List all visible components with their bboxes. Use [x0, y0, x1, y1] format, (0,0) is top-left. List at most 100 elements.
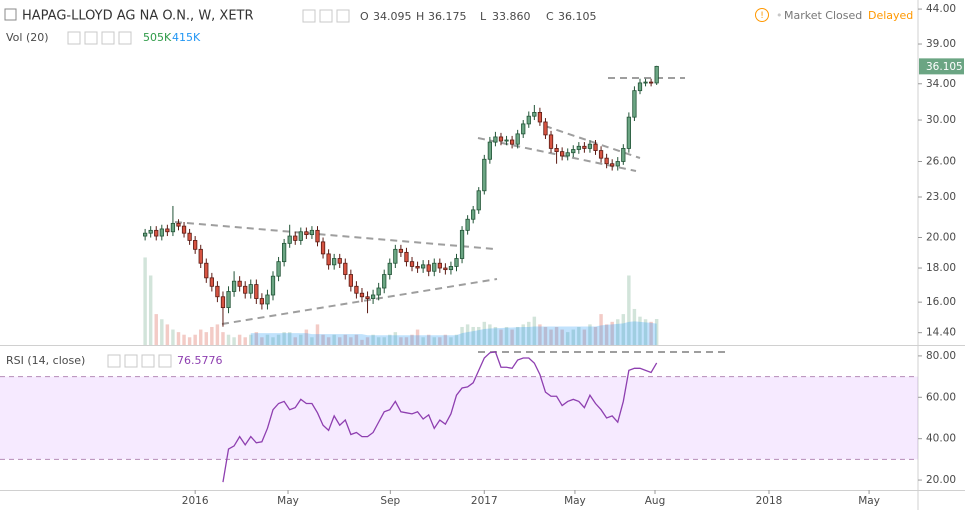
y-tick-label: 34.00 [926, 78, 956, 90]
icon[interactable] [107, 354, 121, 368]
volume-bar [426, 334, 431, 345]
candle-body [215, 285, 220, 298]
candle-body [293, 235, 298, 241]
dot: • [776, 9, 783, 22]
candle-body [476, 190, 481, 211]
icon[interactable] [118, 31, 132, 45]
candle-body [365, 296, 370, 299]
candle-body [243, 285, 248, 294]
header: HAPAG-LLOYD AG NA O.N., W, XETR O 34.095… [4, 8, 913, 368]
candle-body [159, 228, 164, 237]
candle-body [626, 116, 631, 149]
volume-bar [221, 332, 225, 345]
candle-body [554, 148, 559, 153]
volume-bar [404, 337, 409, 345]
icon[interactable] [302, 9, 316, 23]
volume-bar [343, 334, 348, 345]
volume-bar [577, 326, 581, 345]
candle-body [298, 231, 303, 241]
candle-body [393, 248, 398, 264]
rsi-line [222, 351, 658, 483]
candle-body [187, 232, 192, 241]
candle-body [315, 229, 320, 243]
volume-bar [271, 337, 275, 345]
candle-body [521, 123, 526, 135]
candle-body [348, 274, 353, 287]
candle-body [598, 150, 604, 159]
icon[interactable] [124, 354, 138, 368]
price-tag [919, 58, 964, 75]
volume-bar [299, 334, 303, 345]
candle-body [504, 139, 509, 142]
candle-body [621, 148, 626, 162]
volume-bar [482, 321, 487, 345]
candle-body [421, 264, 426, 269]
candle-body [148, 229, 153, 234]
volume-bar [471, 326, 475, 345]
candle-body [209, 277, 214, 287]
volume-bar [382, 337, 386, 345]
icon[interactable] [101, 31, 115, 45]
volume-bar [282, 332, 286, 345]
candle-body [615, 161, 620, 167]
symbol-icon[interactable] [4, 8, 17, 21]
volume-bar [588, 324, 592, 345]
candle-body [237, 280, 242, 287]
icon[interactable] [319, 9, 333, 23]
volume-bar [154, 314, 158, 345]
volume-bar [371, 334, 375, 345]
candle-body [337, 258, 342, 264]
volume-bar [365, 337, 370, 345]
candle-body [170, 222, 176, 233]
volume-bar [654, 318, 659, 345]
status-icon[interactable] [755, 8, 769, 22]
candle-body [259, 298, 265, 305]
icon[interactable] [84, 31, 98, 45]
icon[interactable] [67, 31, 81, 45]
ohlc-label: O [360, 10, 369, 23]
ohlc-label: H [416, 10, 424, 23]
candle-body [387, 262, 392, 275]
candle-body [343, 262, 348, 275]
candle-body [432, 262, 437, 272]
candle-body [426, 264, 431, 272]
icon[interactable] [141, 354, 155, 368]
volume-bar [249, 334, 253, 345]
candle-body [398, 248, 404, 253]
volume-bar [165, 324, 170, 345]
icon[interactable] [158, 354, 172, 368]
volume-bar [543, 326, 548, 345]
ohlc-value: 34.095 [373, 10, 412, 23]
volume-bar [560, 329, 564, 345]
candle-body [604, 157, 609, 165]
candle-body [482, 158, 487, 192]
volume-bar [554, 326, 559, 345]
candle-body [437, 262, 442, 269]
candle-body [142, 232, 148, 237]
volume-bar [415, 329, 420, 345]
volume-bar [160, 319, 164, 345]
candle-body [226, 291, 231, 309]
icon[interactable] [336, 9, 350, 23]
volume-bar [499, 329, 503, 345]
candle-body [637, 82, 643, 92]
candle-body [587, 143, 593, 149]
candle-body [304, 231, 309, 236]
volume-bar [210, 326, 214, 345]
volume-bar [388, 334, 392, 345]
volume-value: 505K [143, 31, 172, 44]
delay-status: Delayed [868, 9, 913, 22]
candle-body [459, 229, 465, 259]
volume-bar [243, 337, 247, 345]
volume-bar [582, 329, 587, 345]
y-tick-label: 23.00 [926, 191, 956, 203]
candle-body [532, 112, 537, 117]
candle-body [632, 90, 637, 118]
volume-bar [521, 324, 525, 345]
volume-bar [310, 337, 314, 345]
volume-bar [376, 337, 381, 345]
x-tick-label: Aug [645, 495, 666, 507]
x-tick-label: 2016 [182, 495, 209, 507]
